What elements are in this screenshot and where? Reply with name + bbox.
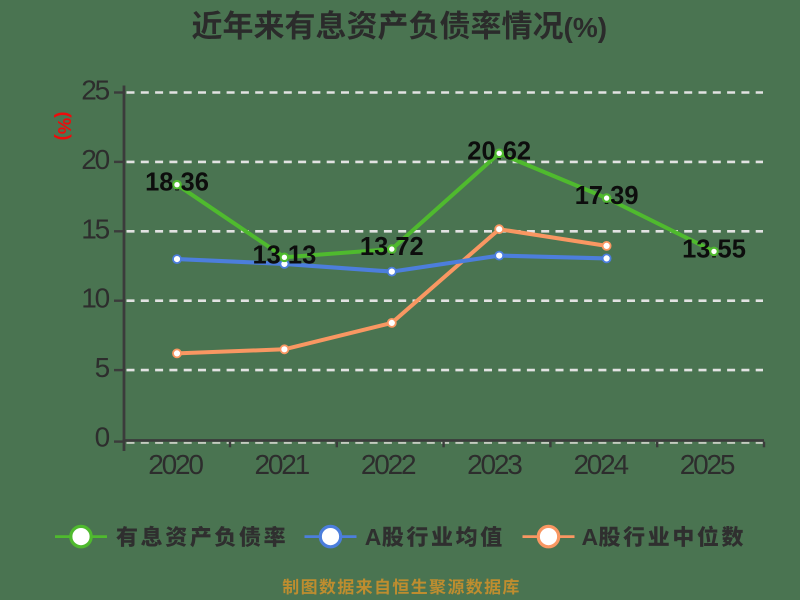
svg-text:2024: 2024	[573, 449, 628, 480]
svg-text:2023: 2023	[467, 449, 522, 480]
svg-text:A: A	[582, 524, 599, 550]
svg-text:2022: 2022	[361, 449, 416, 480]
svg-text:15: 15	[81, 213, 109, 244]
svg-text:2021: 2021	[255, 449, 310, 480]
svg-text:(%): (%)	[54, 112, 75, 141]
svg-text:20: 20	[81, 144, 109, 175]
svg-text:A: A	[365, 524, 382, 550]
svg-text:2020: 2020	[148, 449, 203, 480]
svg-text:25: 25	[81, 75, 109, 106]
svg-text:10: 10	[81, 283, 109, 314]
svg-text:2025: 2025	[680, 449, 735, 480]
svg-text:(%): (%)	[564, 12, 608, 43]
svg-text:5: 5	[95, 352, 110, 383]
svg-text:0: 0	[95, 422, 110, 453]
